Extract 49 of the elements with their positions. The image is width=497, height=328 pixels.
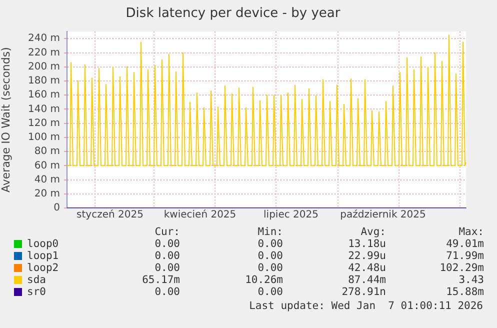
text: 10.26m <box>244 274 283 286</box>
x-tick-label: lipiec 2025 <box>264 210 318 221</box>
y-tick-label: 240 m <box>28 33 60 44</box>
y-tick-label: 20 m <box>34 188 60 200</box>
text: 0.00 <box>256 238 283 250</box>
text: 278.91n <box>340 286 386 298</box>
text: 71.99m <box>445 250 484 262</box>
text: Max: <box>458 226 484 238</box>
x-tick-label: październik 2025 <box>340 208 426 221</box>
legend-label: sda <box>26 274 47 286</box>
legend-label: loop1 <box>26 250 60 262</box>
text: 0.00 <box>154 286 180 298</box>
text: 0.00 <box>256 250 283 262</box>
text: 0.00 <box>154 250 180 262</box>
text: 87.44m <box>347 274 386 286</box>
y-tick-label: 180 m <box>28 76 60 87</box>
text: 49.01m <box>445 238 484 250</box>
text: 13.18u <box>347 238 386 250</box>
text: 0.00 <box>256 286 283 298</box>
y-tick-label: 160 m <box>28 90 60 101</box>
text: Last update: Wed Jan 7 01:00:11 2026 <box>249 300 483 312</box>
y-tick-label: 200 m <box>28 61 60 72</box>
text: 15.88m <box>445 286 484 298</box>
text: 3.43 <box>458 274 484 286</box>
y-tick-label: 80 m <box>34 146 60 158</box>
text: Avg: <box>360 226 386 238</box>
text: 0.00 <box>154 262 180 274</box>
chart-title: Disk latency per device - by year <box>126 6 341 22</box>
y-tick-label: 140 m <box>28 104 60 115</box>
y-tick-label: 220 m <box>28 47 60 58</box>
x-tick-label: styczeń 2025 <box>76 208 144 221</box>
y-tick-label: 0 <box>54 202 60 214</box>
text: 42.48u <box>347 262 386 274</box>
legend-label: loop2 <box>26 262 60 274</box>
text: 102.29m <box>438 262 484 274</box>
y-tick-label: 120 m <box>28 118 60 129</box>
text: 0.00 <box>154 238 180 250</box>
legend-label: sr0 <box>26 286 47 298</box>
x-tick-label: kwiecień 2025 <box>164 208 236 221</box>
y-axis-title: Average IO Wait (seconds) <box>0 47 12 192</box>
y-tick-label: 40 m <box>34 174 60 186</box>
text: 22.99u <box>347 250 386 262</box>
y-tick-label: 100 m <box>28 132 60 144</box>
text: Cur: <box>154 226 180 238</box>
text: Min: <box>256 226 283 238</box>
legend-label: loop0 <box>26 238 60 250</box>
y-tick-label: 60 m <box>34 160 60 172</box>
text: 65.17m <box>141 274 180 286</box>
text: 0.00 <box>256 262 283 274</box>
